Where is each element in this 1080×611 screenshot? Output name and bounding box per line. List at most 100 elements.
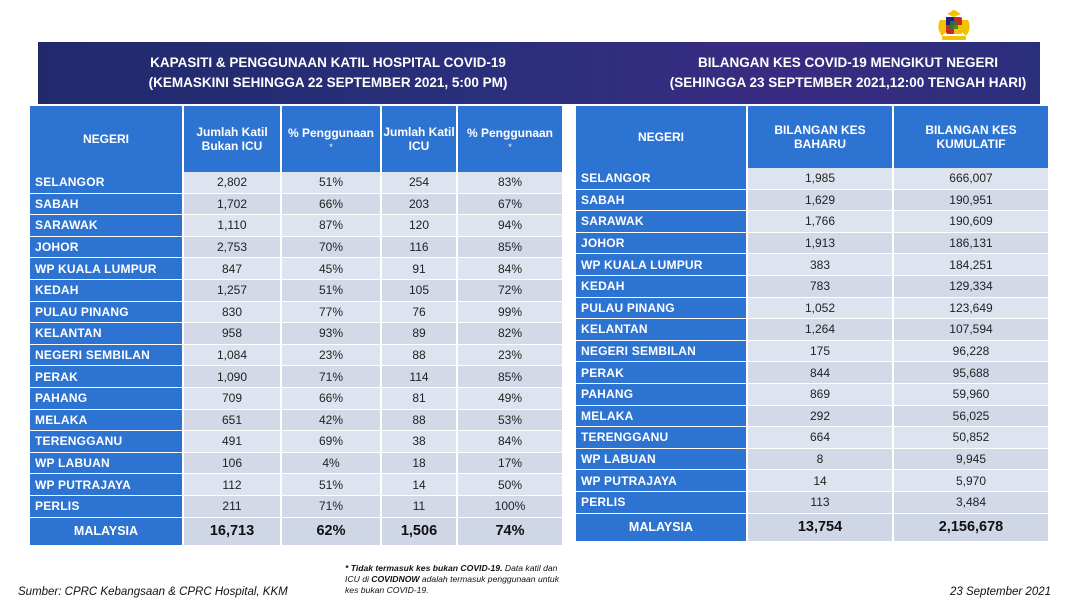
state-name: KEDAH xyxy=(30,279,184,302)
state-name: SELANGOR xyxy=(576,168,748,190)
table-cell: 1,985 xyxy=(748,168,894,190)
state-name: PULAU PINANG xyxy=(576,297,748,320)
table-cell: 14 xyxy=(748,470,894,492)
total-cell: 13,754 xyxy=(748,513,894,541)
total-label: MALAYSIA xyxy=(30,517,184,545)
state-name: PAHANG xyxy=(576,383,748,406)
table-cell: 184,251 xyxy=(894,254,1048,276)
table-cell: 105 xyxy=(382,279,458,302)
state-name: NEGERI SEMBILAN xyxy=(576,340,748,363)
table-cell: 88 xyxy=(382,409,458,432)
source-note: Sumber: CPRC Kebangsaan & CPRC Hospital,… xyxy=(18,586,288,598)
table-row: TERENGGANU 491 69% 38 84% xyxy=(30,431,562,453)
left-title: KAPASITI & PENGGUNAAN KATIL HOSPITAL COV… xyxy=(98,53,558,93)
state-name: PERAK xyxy=(576,362,748,384)
table-cell: 66% xyxy=(282,387,382,410)
table-row: WP PUTRAJAYA 14 5,970 xyxy=(576,470,1048,492)
table-cell: 96,228 xyxy=(894,340,1048,363)
table-cell: 84% xyxy=(458,431,562,453)
hospital-bed-total-row: MALAYSIA 16,713 62% 1,506 74% xyxy=(30,517,562,545)
table-row: KELANTAN 1,264 107,594 xyxy=(576,319,1048,341)
table-row: PERAK 844 95,688 xyxy=(576,362,1048,384)
table-cell: 2,753 xyxy=(184,236,282,259)
table-cell: 100% xyxy=(458,495,562,518)
table-cell: 45% xyxy=(282,258,382,280)
state-name: WP LABUAN xyxy=(576,448,748,471)
table-row: WP LABUAN 106 4% 18 17% xyxy=(30,452,562,475)
table-cell: 869 xyxy=(748,383,894,406)
state-name: WP PUTRAJAYA xyxy=(30,474,184,496)
table-cell: 1,084 xyxy=(184,344,282,367)
table-cell: 85% xyxy=(458,366,562,388)
table-row: PAHANG 869 59,960 xyxy=(576,383,1048,406)
left-title-line1: KAPASITI & PENGGUNAAN KATIL HOSPITAL COV… xyxy=(150,55,506,70)
state-name: PERLIS xyxy=(576,491,748,514)
state-name: TERENGGANU xyxy=(30,431,184,453)
table-row: PULAU PINANG 1,052 123,649 xyxy=(576,297,1048,320)
table-cell: 175 xyxy=(748,340,894,363)
table-cell: 783 xyxy=(748,275,894,298)
table-cell: 82% xyxy=(458,323,562,345)
table-cell: 190,609 xyxy=(894,211,1048,233)
table-cell: 1,090 xyxy=(184,366,282,388)
table-cell: 114 xyxy=(382,366,458,388)
table-cell: 203 xyxy=(382,193,458,216)
report-date: 23 September 2021 xyxy=(950,586,1052,598)
footnote-text-2: adalah termasuk penggunaan untuk kes buk… xyxy=(345,574,559,595)
table-row: TERENGGANU 664 50,852 xyxy=(576,427,1048,449)
table-cell: 89 xyxy=(382,323,458,345)
table-cell: 56,025 xyxy=(894,405,1048,428)
table-cell: 99% xyxy=(458,301,562,324)
table-cell: 2,802 xyxy=(184,172,282,194)
total-cell: 2,156,678 xyxy=(894,513,1048,541)
table-cell: 84% xyxy=(458,258,562,280)
table-row: WP LABUAN 8 9,945 xyxy=(576,448,1048,471)
table-cell: 211 xyxy=(184,495,282,518)
table-cell: 76 xyxy=(382,301,458,324)
column-header: BILANGAN KES KUMULATIF xyxy=(894,106,1048,168)
table-cell: 1,264 xyxy=(748,319,894,341)
state-name: PAHANG xyxy=(30,387,184,410)
table-row: WP KUALA LUMPUR 383 184,251 xyxy=(576,254,1048,276)
table-cell: 88 xyxy=(382,344,458,367)
table-row: SABAH 1,629 190,951 xyxy=(576,189,1048,212)
table-row: MELAKA 651 42% 88 53% xyxy=(30,409,562,432)
table-cell: 116 xyxy=(382,236,458,259)
table-cell: 9,945 xyxy=(894,448,1048,471)
state-name: NEGERI SEMBILAN xyxy=(30,344,184,367)
table-cell: 42% xyxy=(282,409,382,432)
table-cell: 1,629 xyxy=(748,189,894,212)
state-name: WP PUTRAJAYA xyxy=(576,470,748,492)
table-cell: 94% xyxy=(458,215,562,237)
total-cell: 16,713 xyxy=(184,517,282,545)
table-cell: 1,766 xyxy=(748,211,894,233)
table-cell: 51% xyxy=(282,172,382,194)
table-cell: 3,484 xyxy=(894,491,1048,514)
table-cell: 383 xyxy=(748,254,894,276)
table-row: KELANTAN 958 93% 89 82% xyxy=(30,323,562,345)
state-name: KELANTAN xyxy=(30,323,184,345)
state-name: JOHOR xyxy=(576,232,748,255)
state-name: JOHOR xyxy=(30,236,184,259)
table-cell: 71% xyxy=(282,495,382,518)
table-cell: 83% xyxy=(458,172,562,194)
table-cell: 77% xyxy=(282,301,382,324)
state-name: PERLIS xyxy=(30,495,184,518)
table-row: WP KUALA LUMPUR 847 45% 91 84% xyxy=(30,258,562,280)
table-cell: 651 xyxy=(184,409,282,432)
state-name: KELANTAN xyxy=(576,319,748,341)
column-header-label: NEGERI xyxy=(82,132,129,146)
state-name: SABAH xyxy=(576,189,748,212)
table-cell: 53% xyxy=(458,409,562,432)
state-name: KEDAH xyxy=(576,275,748,298)
column-header-label: % Penggunaan xyxy=(287,126,374,140)
table-cell: 85% xyxy=(458,236,562,259)
column-header-label: Jumlah Katil ICU xyxy=(383,125,455,153)
state-name: SARAWAK xyxy=(576,211,748,233)
state-name: PERAK xyxy=(30,366,184,388)
table-cell: 254 xyxy=(382,172,458,194)
table-cell: 81 xyxy=(382,387,458,410)
table-cell: 1,110 xyxy=(184,215,282,237)
table-cell: 8 xyxy=(748,448,894,471)
malaysia-coat-of-arms-icon xyxy=(930,4,978,52)
